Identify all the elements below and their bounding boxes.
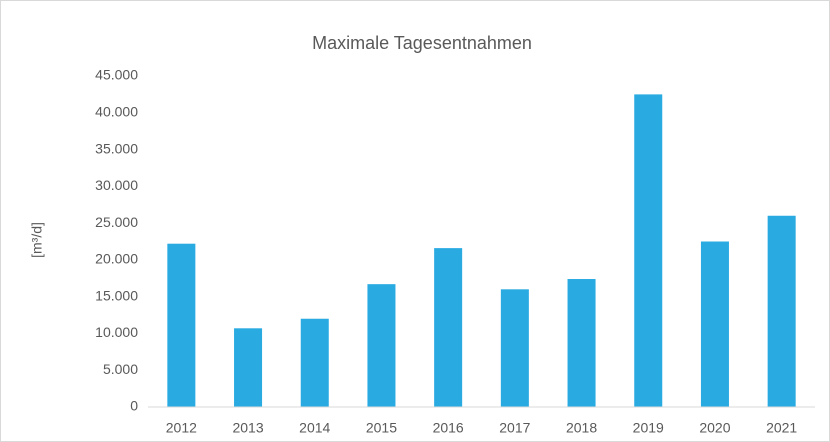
- x-tick-label: 2018: [566, 420, 597, 436]
- y-tick-label: 40.000: [95, 103, 138, 119]
- bar: [500, 289, 529, 407]
- y-tick-label: 45.000: [95, 67, 138, 83]
- x-tick-label: 2020: [699, 420, 730, 436]
- y-tick-label: 20.000: [95, 251, 138, 267]
- bar: [300, 318, 329, 407]
- x-tick-label: 2016: [433, 420, 464, 436]
- bar: [634, 94, 663, 407]
- bar: [167, 243, 196, 407]
- x-tick-label: 2014: [299, 420, 330, 436]
- y-tick-label: 10.000: [95, 324, 138, 340]
- y-tick-label: 30.000: [95, 177, 138, 193]
- x-tick-label: 2017: [499, 420, 530, 436]
- chart-title: Maximale Tagesentnahmen: [312, 33, 532, 53]
- y-tick-label: 5.000: [103, 361, 138, 377]
- bar: [700, 241, 729, 407]
- bar: [367, 284, 396, 407]
- bar: [434, 248, 463, 407]
- bar: [567, 279, 596, 407]
- x-tick-label: 2015: [366, 420, 397, 436]
- bar: [234, 328, 263, 407]
- y-tick-label: 25.000: [95, 214, 138, 230]
- y-tick-label: 35.000: [95, 140, 138, 156]
- bar: [767, 215, 796, 407]
- x-tick-label: 2019: [633, 420, 664, 436]
- y-tick-label: 0: [130, 398, 138, 414]
- x-tick-label: 2013: [232, 420, 263, 436]
- x-tick-label: 2012: [166, 420, 197, 436]
- y-tick-label: 15.000: [95, 287, 138, 303]
- x-tick-label: 2021: [766, 420, 797, 436]
- y-axis-label: [m³/d]: [29, 222, 45, 258]
